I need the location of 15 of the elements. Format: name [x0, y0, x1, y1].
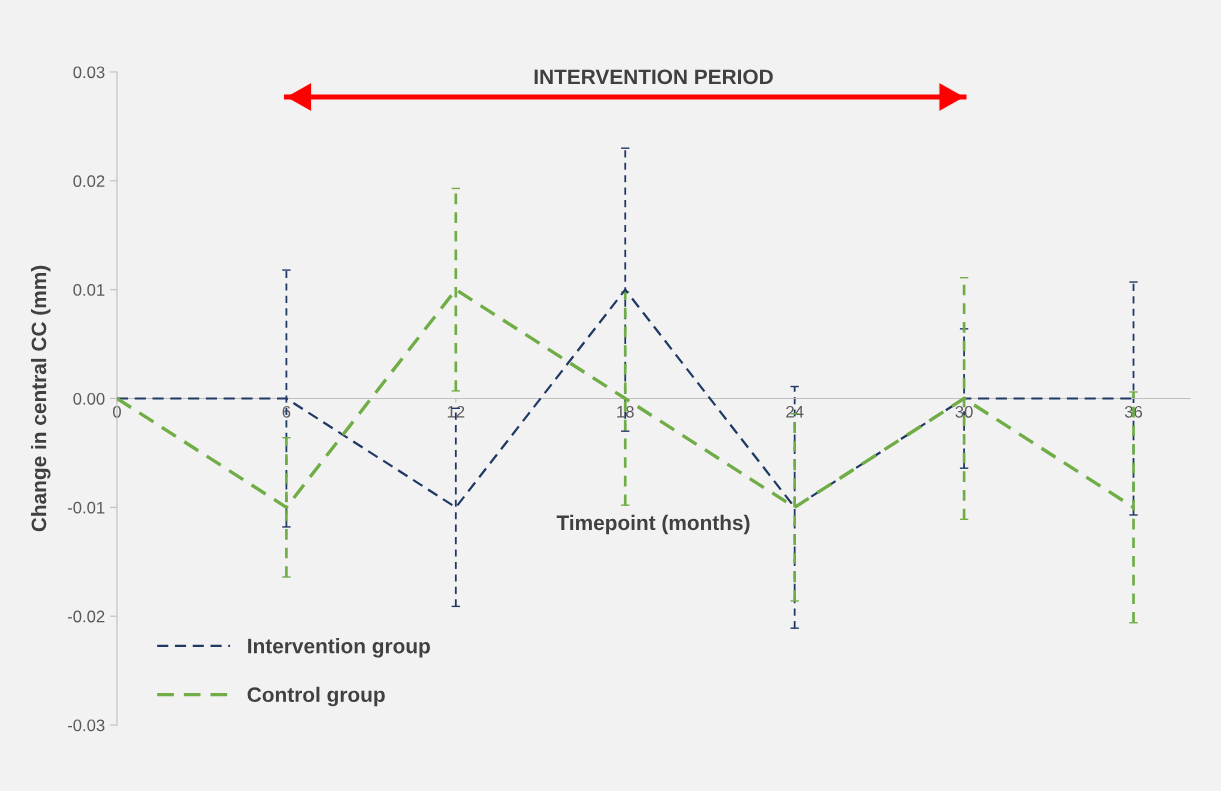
legend-label: Control group	[247, 686, 385, 707]
y-tick-label: -0.01	[67, 501, 105, 514]
x-axis-title: Timepoint (months)	[556, 514, 750, 535]
y-tick-label: 0.01	[73, 284, 105, 296]
annotation: INTERVENTION PERIOD	[534, 69, 773, 85]
x-tick-label: 0	[112, 405, 121, 418]
x-tick-label: 30	[955, 405, 973, 418]
legend-label: Intervention group	[248, 638, 430, 658]
y-tick-label: -0.03	[67, 719, 105, 732]
y-axis-title: Change in central CC (mm)	[31, 265, 51, 532]
y-tick-label: 0.00	[73, 392, 105, 405]
x-tick-label: 12	[447, 405, 465, 418]
y-tick-label: 0.03	[73, 66, 105, 79]
y-tick-label: -0.02	[67, 610, 105, 623]
y-tick-label: 0.02	[73, 175, 105, 188]
